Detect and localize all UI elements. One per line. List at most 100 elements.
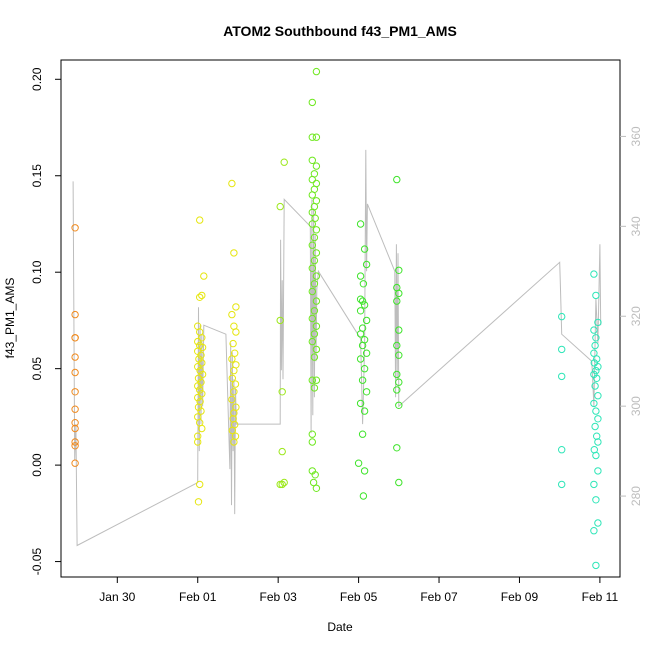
- data-point: [592, 291, 600, 300]
- data-point: [278, 480, 286, 489]
- data-point: [308, 133, 316, 141]
- data-point: [558, 312, 566, 321]
- data-point: [228, 355, 236, 363]
- data-point: [312, 345, 321, 354]
- data-point: [230, 438, 238, 446]
- data-point: [71, 438, 79, 446]
- y-tick-label: 0.10: [30, 260, 44, 284]
- data-point: [312, 67, 321, 76]
- data-point: [362, 388, 371, 396]
- data-point: [308, 220, 316, 228]
- data-point: [592, 561, 600, 570]
- data-point: [230, 366, 238, 375]
- data-point: [228, 179, 236, 188]
- data-point: [310, 384, 319, 392]
- data-point: [198, 390, 206, 398]
- plot-frame: [60, 59, 621, 578]
- data-point: [194, 337, 202, 346]
- data-point: [194, 382, 202, 390]
- data-point: [356, 330, 365, 338]
- x-tick-label: Feb 05: [340, 590, 378, 604]
- data-point: [308, 376, 316, 384]
- data-point: [196, 480, 204, 489]
- data-point: [359, 280, 368, 288]
- data-point: [593, 355, 601, 363]
- data-point: [276, 480, 284, 489]
- data-point: [594, 318, 602, 327]
- data-point: [311, 471, 319, 479]
- data-point: [312, 376, 321, 384]
- data-point: [591, 382, 599, 390]
- data-point: [594, 415, 602, 423]
- data-point: [71, 388, 79, 396]
- data-point: [312, 322, 321, 330]
- data-point: [308, 438, 316, 446]
- data-point: [356, 307, 365, 315]
- x-axis: Jan 30 Feb 01 Feb 03 Feb 05 Feb 07 Feb 09 Feb …: [99, 577, 618, 604]
- x-tick-label: Jan 30: [99, 590, 135, 604]
- y2-tick-label: 280: [629, 486, 643, 506]
- data-point: [590, 270, 598, 278]
- chart-title: ATOM2 Southbound f43_PM1_AMS: [223, 23, 457, 39]
- data-point: [197, 351, 205, 359]
- data-point: [395, 326, 403, 334]
- data-point: [312, 249, 321, 257]
- data-point: [280, 478, 288, 487]
- data-point: [194, 363, 202, 371]
- data-point: [308, 241, 316, 249]
- data-point: [309, 478, 318, 487]
- data-point: [393, 444, 401, 452]
- y-tick-label: 0.05: [30, 357, 44, 381]
- data-point: [358, 376, 367, 384]
- data-point: [194, 403, 203, 411]
- y-axis: -0.05 0.00 0.05 0.10 0.15 0.20: [30, 67, 61, 575]
- data-point: [308, 337, 316, 346]
- y2-tick-label: 320: [629, 306, 643, 326]
- data-point: [308, 287, 316, 296]
- data-point: [360, 301, 369, 309]
- data-point: [312, 272, 321, 280]
- data-point: [198, 370, 207, 379]
- reference-line-layer: [72, 149, 602, 547]
- data-point: [276, 316, 284, 325]
- x-tick-label: Feb 09: [501, 590, 539, 604]
- y2-tick-label: 300: [629, 396, 643, 416]
- y-axis-label: f43_PM1_AMS: [3, 278, 17, 359]
- data-point: [198, 334, 206, 342]
- data-point: [358, 297, 367, 305]
- data-point: [71, 442, 79, 450]
- data-point: [558, 372, 566, 381]
- data-point: [356, 355, 365, 363]
- data-point: [395, 351, 403, 359]
- data-point: [395, 478, 403, 487]
- data-point: [591, 422, 599, 431]
- data-point: [229, 339, 237, 348]
- data-point: [358, 430, 367, 438]
- data-point: [308, 430, 316, 438]
- data-point: [558, 446, 566, 454]
- data-point: [231, 349, 239, 357]
- data-point: [194, 498, 203, 506]
- y2-tick-label: 340: [629, 216, 643, 236]
- data-point: [308, 264, 316, 272]
- data-point: [395, 401, 403, 409]
- data-point: [231, 380, 240, 388]
- x-tick-label: Feb 07: [420, 590, 458, 604]
- data-point: [393, 341, 401, 350]
- data-point: [71, 419, 79, 427]
- data-point: [228, 310, 236, 319]
- data-point: [592, 451, 600, 460]
- data-points-layer: [71, 67, 602, 570]
- data-point: [593, 432, 601, 440]
- data-point: [393, 175, 401, 184]
- data-point: [312, 484, 321, 492]
- data-point: [362, 260, 371, 269]
- data-point: [594, 467, 602, 475]
- data-point: [310, 330, 319, 338]
- data-point: [71, 459, 79, 467]
- data-point: [310, 353, 319, 361]
- data-point: [230, 409, 238, 417]
- data-point: [360, 467, 369, 475]
- data-point: [312, 297, 321, 305]
- data-point: [232, 303, 240, 311]
